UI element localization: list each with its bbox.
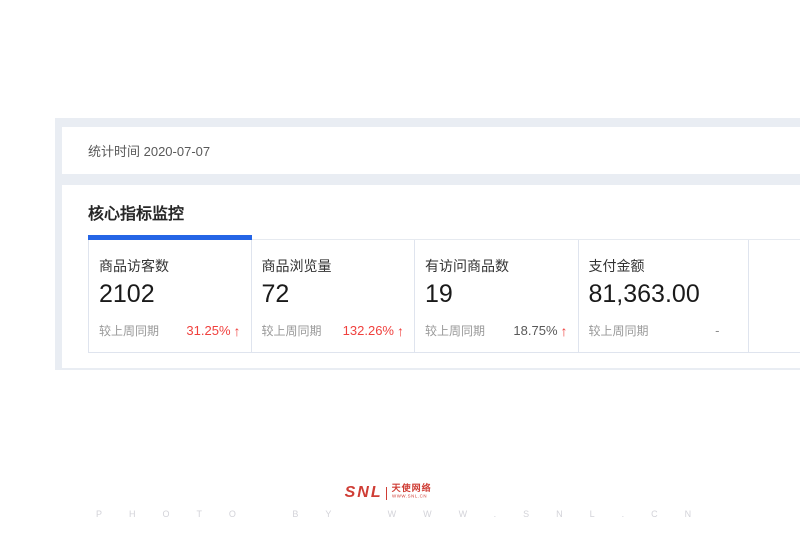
trend-up-icon: ↑ — [397, 322, 404, 339]
metric-label: 商品浏览量 — [261, 258, 332, 274]
compare-change: - — [715, 323, 737, 338]
metric-comparison: 较上周同期 31.25% ↑ — [99, 322, 241, 339]
dashboard-background: 统计时间 2020-07-07 核心指标监控 商品访客数 2102 较上周同期 … — [55, 118, 800, 370]
metric-value: 72 — [261, 280, 290, 308]
metric-label: 支付金额 — [588, 258, 645, 274]
change-value: 18.75% — [513, 323, 558, 338]
compare-change: 31.25% ↑ — [186, 323, 240, 339]
stats-time-label: 统计时间 2020-07-07 — [88, 144, 211, 159]
logo-divider — [385, 486, 387, 500]
compare-label: 较上周同期 — [99, 324, 160, 338]
metric-label: 有访问商品数 — [425, 258, 509, 274]
metric-comparison: 较上周同期 - — [589, 322, 738, 339]
metric-card-payment-amount[interactable]: 支付金额 81,363.00 较上周同期 - — [578, 240, 749, 353]
logo-brand-block: 天使网络 WWW.SNL.CN — [392, 484, 456, 502]
metric-value: 81,363.00 — [588, 280, 700, 308]
trend-up-icon: ↑ — [560, 322, 568, 339]
stats-time-bar: 统计时间 2020-07-07 — [62, 127, 800, 174]
logo-brand-name: 天使网络 — [391, 483, 432, 493]
logo-brand-url: WWW.SNL.CN — [391, 493, 427, 499]
logo-snl-text: SNL — [344, 484, 383, 501]
change-value: - — [715, 323, 720, 338]
photo-watermark: PHOTO BY WWW.SNL.CN — [96, 509, 719, 519]
section-title: 核心指标监控 — [88, 206, 185, 223]
metric-card-overflow — [748, 240, 800, 353]
metric-card-product-visitors[interactable]: 商品访客数 2102 较上周同期 31.25% ↑ — [88, 235, 252, 353]
core-metrics-panel: 核心指标监控 商品访客数 2102 较上周同期 31.25% ↑ 商品浏览量 7… — [62, 185, 800, 368]
footer-logo: SNL 天使网络 WWW.SNL.CN — [0, 483, 800, 503]
compare-change: 132.26% ↑ — [343, 323, 404, 339]
metric-cards-row: 商品访客数 2102 较上周同期 31.25% ↑ 商品浏览量 72 较上周同期… — [88, 235, 800, 353]
compare-label: 较上周同期 — [261, 324, 322, 338]
metric-comparison: 较上周同期 132.26% ↑ — [262, 322, 405, 339]
metric-comparison: 较上周同期 18.75% ↑ — [425, 322, 568, 339]
compare-label: 较上周同期 — [425, 324, 486, 338]
trend-up-icon: ↑ — [233, 322, 241, 339]
change-value: 132.26% — [342, 323, 394, 338]
metric-value: 19 — [425, 280, 453, 308]
metric-value: 2102 — [99, 280, 155, 308]
metric-label: 商品访客数 — [99, 258, 169, 274]
change-value: 31.25% — [186, 323, 231, 338]
compare-label: 较上周同期 — [588, 324, 649, 338]
metric-card-visited-products[interactable]: 有访问商品数 19 较上周同期 18.75% ↑ — [415, 240, 579, 353]
compare-change: 18.75% ↑ — [513, 323, 567, 339]
metric-card-product-views[interactable]: 商品浏览量 72 较上周同期 132.26% ↑ — [251, 240, 415, 353]
